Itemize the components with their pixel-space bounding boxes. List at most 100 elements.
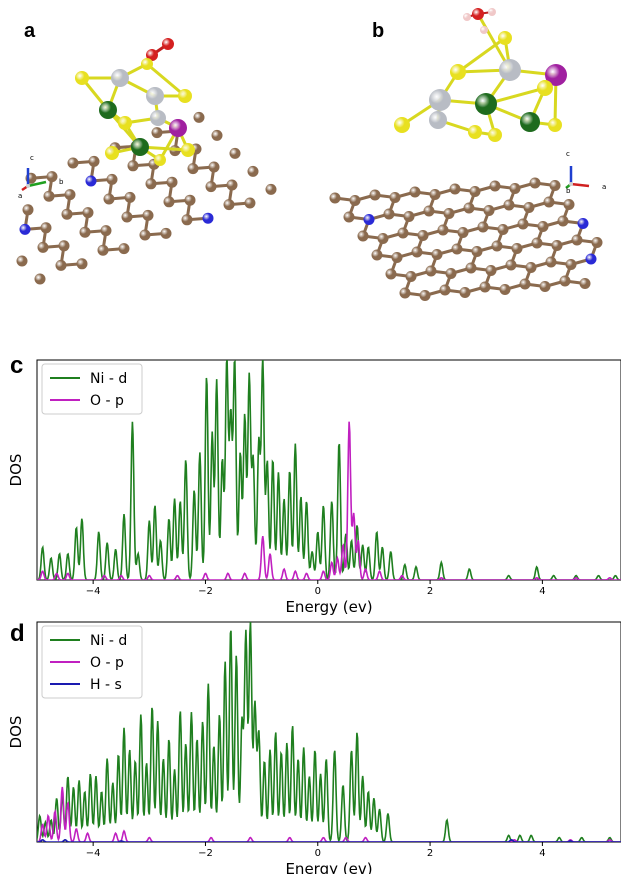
- carbon-atom: [127, 160, 139, 172]
- carbon-atom: [545, 256, 557, 268]
- carbon-atom: [16, 255, 28, 267]
- carbon-atom: [449, 183, 461, 195]
- carbon-atom: [67, 157, 79, 169]
- carbon-atom: [58, 240, 70, 252]
- carbon-atom: [579, 278, 591, 289]
- graphene-lattice-b: [329, 177, 603, 301]
- carbon-atom: [477, 221, 489, 233]
- axes-triad-a: c b a: [18, 154, 64, 200]
- carbon-atom: [329, 192, 341, 204]
- carbon-atom: [459, 287, 471, 298]
- carbon-atom: [497, 224, 509, 235]
- nickel-atom: [475, 93, 497, 115]
- x-tick-label: 4: [539, 848, 545, 859]
- silver_atom-atom: [499, 59, 521, 81]
- carbon-atom: [64, 189, 76, 201]
- carbon-atom: [505, 259, 517, 271]
- carbon-atom: [543, 196, 555, 208]
- carbon-atom: [531, 237, 543, 249]
- series-line-ni-d: [37, 622, 621, 842]
- plot-frame: [36, 359, 621, 581]
- legend-entry: O - p: [90, 655, 124, 671]
- oxygen-atom: [162, 38, 174, 50]
- carbon-atom: [445, 268, 457, 279]
- carbon-atom: [226, 179, 238, 191]
- sulfur-atom: [537, 80, 553, 96]
- carbon-atom: [403, 211, 415, 222]
- carbon-atom: [357, 230, 369, 242]
- hydrogen-atom: [488, 8, 496, 16]
- nitrogen-atom: [363, 214, 375, 225]
- carbon-atom: [208, 161, 220, 173]
- carbon-atom: [349, 195, 361, 206]
- carbon-atom: [343, 211, 355, 223]
- carbon-atom: [34, 273, 46, 285]
- carbon-atom: [118, 243, 130, 255]
- nickel-atom: [131, 138, 149, 156]
- nitrogen-atom: [19, 223, 31, 235]
- carbon-atom: [479, 281, 491, 293]
- x-tick-label: 2: [427, 586, 433, 597]
- sulfur-atom: [548, 118, 562, 132]
- carbon-atom: [463, 202, 475, 214]
- nickel-atom: [520, 112, 540, 132]
- carbon-atom: [247, 165, 259, 177]
- carbon-atom: [489, 180, 501, 192]
- legend: Ni - d O - p H - s: [41, 625, 143, 699]
- carbon-atom: [79, 226, 91, 238]
- carbon-atom: [389, 192, 401, 203]
- sulfur-atom: [498, 31, 512, 45]
- carbon-atom: [539, 281, 551, 292]
- carbon-atom: [499, 284, 511, 295]
- carbon-atom: [439, 284, 451, 296]
- triad-b-x-label: a: [602, 183, 606, 191]
- carbon-atom: [193, 111, 205, 123]
- carbon-atom: [97, 244, 109, 256]
- graphene-lattice-a: [16, 111, 277, 285]
- carbon-atom: [121, 211, 133, 223]
- carbon-atom: [184, 194, 196, 206]
- carbon-atom: [405, 271, 417, 282]
- nitrogen-atom: [585, 253, 597, 265]
- carbon-atom: [437, 224, 449, 236]
- sulfur-atom: [75, 71, 89, 85]
- x-tick-label: −4: [86, 586, 101, 597]
- carbon-atom: [559, 275, 571, 287]
- carbon-atom: [223, 199, 235, 211]
- carbon-atom: [409, 186, 421, 198]
- carbon-atom: [369, 189, 381, 201]
- series-line-o-p: [37, 786, 621, 842]
- sulfur-atom: [181, 143, 195, 157]
- carbon-atom: [563, 199, 575, 210]
- carbon-atom: [211, 129, 223, 141]
- silver_atom-atom: [150, 110, 166, 126]
- carbon-atom: [265, 183, 277, 195]
- carbon-atom: [549, 180, 561, 191]
- carbon-atom: [485, 265, 497, 276]
- carbon-atom: [22, 204, 34, 216]
- x-axis-label: Energy (ev): [285, 860, 372, 874]
- panel-label-d: d: [10, 620, 25, 647]
- carbon-atom: [37, 241, 49, 253]
- series-line-ni-d: [37, 360, 621, 580]
- nickel-atom: [99, 101, 117, 119]
- carbon-atom: [82, 207, 94, 219]
- magenta_atom-atom: [545, 64, 567, 86]
- carbon-atom: [471, 246, 483, 257]
- carbon-atom: [503, 199, 515, 211]
- carbon-atom: [145, 178, 157, 190]
- panel-label-a: a: [24, 20, 36, 42]
- legend: Ni - d O - p: [41, 363, 143, 415]
- carbon-atom: [106, 173, 118, 185]
- nitrogen-atom: [202, 212, 214, 224]
- x-tick-label: 2: [427, 848, 433, 859]
- carbon-atom: [46, 171, 58, 183]
- carbon-atom: [103, 193, 115, 205]
- sulfur-atom: [154, 154, 166, 166]
- carbon-atom: [565, 259, 577, 270]
- carbon-atom: [61, 208, 73, 220]
- cluster-a: [75, 38, 195, 166]
- triad-b-z-label: c: [566, 150, 570, 158]
- carbon-atom: [100, 225, 112, 237]
- carbon-atom: [181, 214, 193, 226]
